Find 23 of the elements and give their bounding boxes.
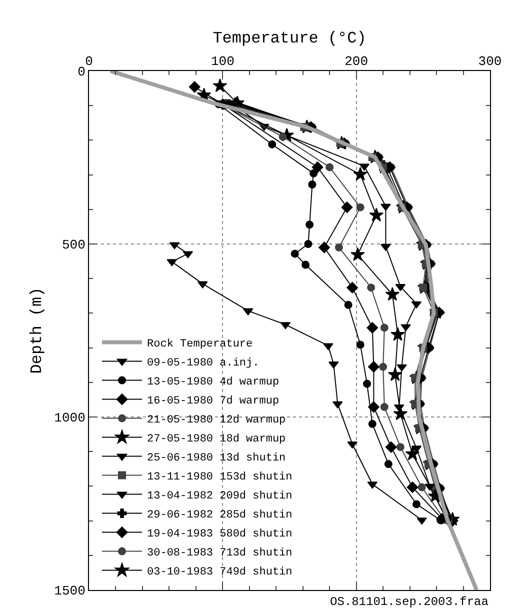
legend-label: 09-05-1980 a.inj. (147, 358, 260, 370)
legend-label: 27-05-1980 18d warmup (147, 434, 286, 446)
legend-label: 25-06-1980 13d shutin (147, 452, 286, 465)
legend-label: 21-05-1980 12d warmup (147, 414, 286, 427)
x-axis-title: Temperature (°C) (212, 30, 366, 48)
y-tick-label: 1500 (54, 584, 86, 599)
legend-label: 13-11-1980 153d shutin (147, 472, 292, 484)
y-tick-label: 500 (62, 238, 86, 253)
legend-label: Rock Temperature (147, 338, 253, 351)
legend-label: 03-10-1983 749d shutin (147, 566, 292, 579)
legend-label: 29-06-1982 285d shutin (147, 510, 292, 522)
legend-label: 16-05-1980 7d warmup (147, 396, 280, 408)
legend-label: 19-04-1983 580d shutin (147, 528, 292, 541)
x-tick-label: 200 (344, 54, 368, 69)
x-tick-label: 100 (210, 54, 234, 69)
y-axis-title: Depth (m) (28, 287, 46, 374)
legend-label: 30-08-1983 713d shutin (147, 548, 292, 560)
y-tick-label: 0 (78, 64, 86, 80)
legend-label: 13-05-1980 4d warmup (147, 376, 280, 389)
legend-label: 13-04-1982 209d shutin (147, 490, 292, 503)
x-tick-label: 300 (478, 54, 502, 69)
text: OS.81101.sep.2003.fraa (330, 595, 488, 609)
y-tick-label: 1000 (54, 410, 86, 426)
